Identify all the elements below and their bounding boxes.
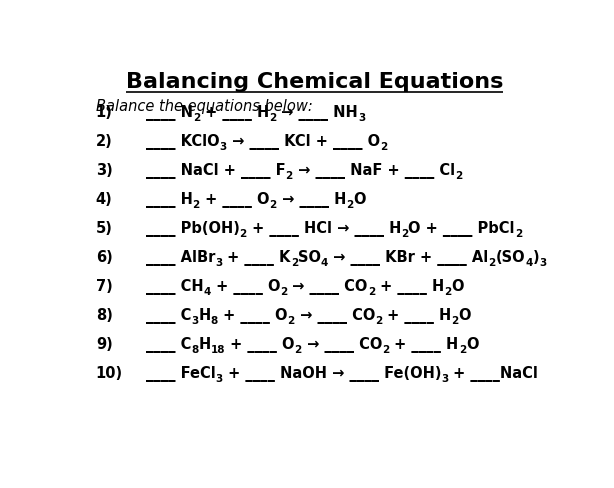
Text: 2: 2 xyxy=(286,171,293,181)
Text: + ____ H: + ____ H xyxy=(383,307,451,324)
Text: → ____ KCl + ____ O: → ____ KCl + ____ O xyxy=(227,134,379,150)
Text: 2): 2) xyxy=(96,134,112,149)
Text: 3: 3 xyxy=(540,258,546,267)
Text: + ____ O: + ____ O xyxy=(225,336,295,352)
Text: H: H xyxy=(198,336,211,351)
Text: 2: 2 xyxy=(270,200,277,210)
Text: 8: 8 xyxy=(211,316,218,325)
Text: 2: 2 xyxy=(445,286,452,297)
Text: O: O xyxy=(466,336,478,351)
Text: O: O xyxy=(353,192,366,206)
Text: 5): 5) xyxy=(96,221,112,236)
Text: ____ KClO: ____ KClO xyxy=(146,134,219,150)
Text: 3: 3 xyxy=(441,373,448,384)
Text: 2: 2 xyxy=(489,258,496,267)
Text: + ____ K: + ____ K xyxy=(222,249,291,265)
Text: + ____ H: + ____ H xyxy=(389,336,459,352)
Text: ____ Pb(OH): ____ Pb(OH) xyxy=(146,221,239,237)
Text: 3: 3 xyxy=(215,258,222,267)
Text: ____ AlBr: ____ AlBr xyxy=(146,249,215,265)
Text: 3: 3 xyxy=(216,373,223,384)
Text: 2: 2 xyxy=(193,200,200,210)
Text: 7): 7) xyxy=(96,279,112,293)
Text: ____ C: ____ C xyxy=(146,307,191,324)
Text: → ____ NaF + ____ Cl: → ____ NaF + ____ Cl xyxy=(293,163,455,179)
Text: O: O xyxy=(459,307,472,323)
Text: 3: 3 xyxy=(358,113,365,123)
Text: ____ CH: ____ CH xyxy=(146,279,203,294)
Text: → ____ CO: → ____ CO xyxy=(287,279,368,294)
Text: 2: 2 xyxy=(280,286,287,297)
Text: + ____ O: + ____ O xyxy=(218,307,287,324)
Text: 2: 2 xyxy=(379,142,387,152)
Text: (SO: (SO xyxy=(496,249,526,264)
Text: 2: 2 xyxy=(451,316,459,325)
Text: Balancing Chemical Equations: Balancing Chemical Equations xyxy=(126,72,503,92)
Text: 4: 4 xyxy=(526,258,533,267)
Text: O + ____ PbCl: O + ____ PbCl xyxy=(408,221,515,237)
Text: SO: SO xyxy=(298,249,321,264)
Text: → ____ CO: → ____ CO xyxy=(295,307,375,324)
Text: 2: 2 xyxy=(239,229,247,239)
Text: + ____ H: + ____ H xyxy=(200,105,270,121)
Text: → ____ NH: → ____ NH xyxy=(276,105,358,121)
Text: ____ FeCl: ____ FeCl xyxy=(146,365,216,381)
Text: + ____ HCl → ____ H: + ____ HCl → ____ H xyxy=(247,221,401,237)
Text: + ____ O: + ____ O xyxy=(211,279,280,294)
Text: 3: 3 xyxy=(191,316,198,325)
Text: 18: 18 xyxy=(211,345,225,354)
Text: 4): 4) xyxy=(96,192,112,206)
Text: 2: 2 xyxy=(401,229,408,239)
Text: + ____ O: + ____ O xyxy=(200,192,270,207)
Text: Balance the equations below:: Balance the equations below: xyxy=(96,99,313,114)
Text: 2: 2 xyxy=(375,316,383,325)
Text: 6): 6) xyxy=(96,249,112,264)
Text: 10): 10) xyxy=(96,365,123,380)
Text: + ____ H: + ____ H xyxy=(375,279,445,294)
Text: 8): 8) xyxy=(96,307,112,323)
Text: 2: 2 xyxy=(270,113,276,123)
Text: 2: 2 xyxy=(368,286,375,297)
Text: → ____ KBr + ____ Al: → ____ KBr + ____ Al xyxy=(328,249,489,265)
Text: 2: 2 xyxy=(346,200,353,210)
Text: H: H xyxy=(198,307,211,323)
Text: ): ) xyxy=(533,249,540,264)
Text: 4: 4 xyxy=(321,258,328,267)
Text: 3: 3 xyxy=(219,142,227,152)
Text: ____ N: ____ N xyxy=(146,105,193,121)
Text: 9): 9) xyxy=(96,336,112,351)
Text: ____ H: ____ H xyxy=(146,192,193,207)
Text: → ____ CO: → ____ CO xyxy=(302,336,383,352)
Text: + ____NaCl: + ____NaCl xyxy=(448,365,538,381)
Text: 2: 2 xyxy=(295,345,302,354)
Text: 2: 2 xyxy=(515,229,523,239)
Text: 2: 2 xyxy=(287,316,295,325)
Text: 3): 3) xyxy=(96,163,112,178)
Text: 4: 4 xyxy=(203,286,211,297)
Text: ____ C: ____ C xyxy=(146,336,191,352)
Text: 2: 2 xyxy=(291,258,298,267)
Text: 1): 1) xyxy=(96,105,112,120)
Text: ____ NaCl + ____ F: ____ NaCl + ____ F xyxy=(146,163,286,179)
Text: 2: 2 xyxy=(455,171,462,181)
Text: 2: 2 xyxy=(459,345,466,354)
Text: 2: 2 xyxy=(383,345,389,354)
Text: O: O xyxy=(452,279,464,293)
Text: + ____ NaOH → ____ Fe(OH): + ____ NaOH → ____ Fe(OH) xyxy=(223,365,441,381)
Text: 8: 8 xyxy=(191,345,198,354)
Text: → ____ H: → ____ H xyxy=(277,192,346,207)
Text: 2: 2 xyxy=(193,113,200,123)
